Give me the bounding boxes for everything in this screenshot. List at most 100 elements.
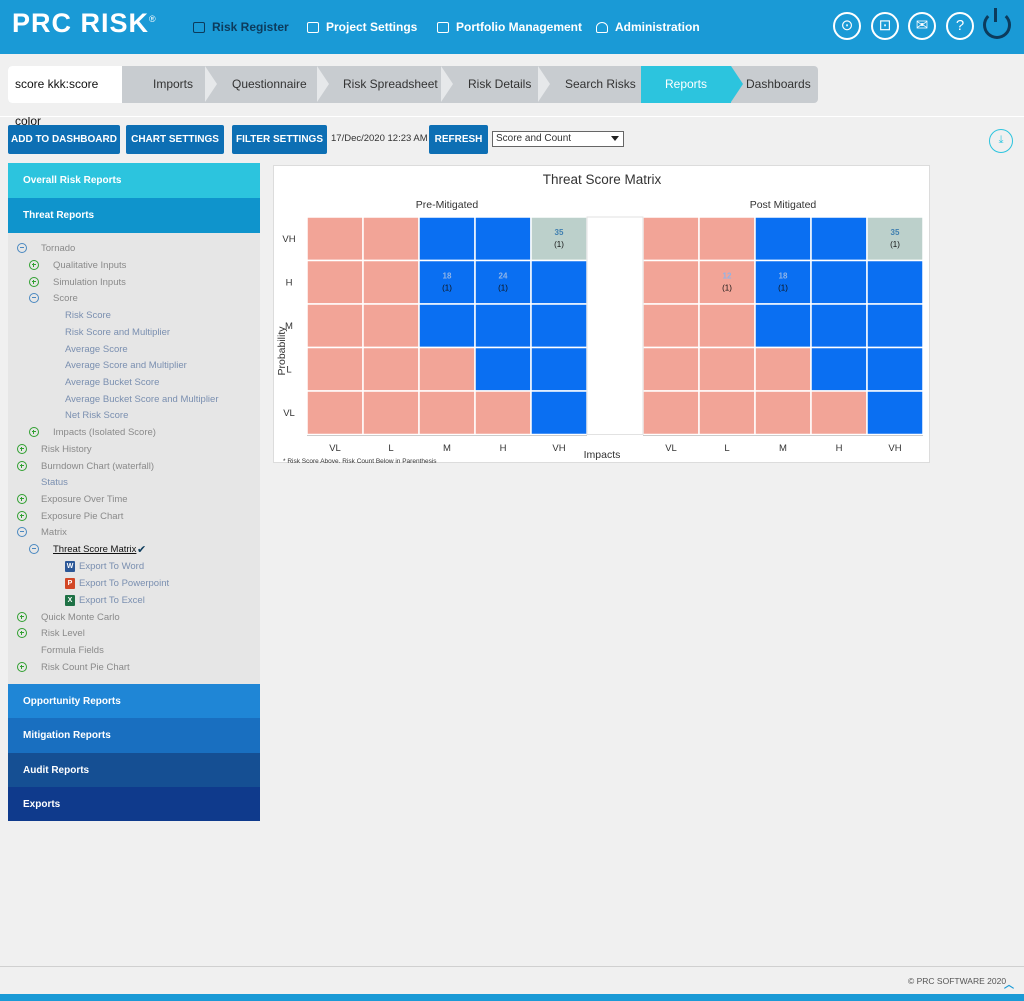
nav-project-settings[interactable]: Project Settings	[307, 0, 417, 54]
matrix-cell	[810, 259, 868, 305]
tree-item-qualitative-inputs[interactable]: Qualitative Inputs	[53, 260, 127, 271]
matrix-cell	[642, 259, 700, 305]
tree-item-risk-score-multiplier[interactable]: Risk Score and Multiplier	[65, 327, 171, 338]
section-audit-reports[interactable]: Audit Reports	[8, 753, 260, 788]
tree-item-net-risk-score[interactable]: Net Risk Score	[65, 410, 129, 421]
check-icon: ✔	[137, 544, 147, 556]
breadcrumb-separator	[317, 66, 329, 102]
nav-risk-register[interactable]: Risk Register	[193, 0, 289, 54]
matrix-cell	[698, 303, 756, 349]
tree-item-impacts-isolated[interactable]: Impacts (Isolated Score)	[53, 427, 156, 438]
expand-icon[interactable]	[29, 277, 39, 287]
cell-count-label: (1)	[498, 284, 508, 293]
mail-icon[interactable]: ✉	[908, 12, 936, 40]
section-mitigation-reports[interactable]: Mitigation Reports	[8, 718, 260, 753]
section-overall-risk-reports[interactable]: Overall Risk Reports	[8, 163, 260, 198]
matrix-gap	[586, 216, 644, 435]
tree-item-export-excel[interactable]: Export To Excel	[79, 595, 145, 606]
tree-item-exposure-over-time[interactable]: Exposure Over Time	[41, 494, 128, 505]
x-tick-label: M	[779, 443, 787, 454]
expand-icon[interactable]	[29, 427, 39, 437]
expand-icon[interactable]	[17, 511, 27, 521]
tree-item-risk-count-pie-chart[interactable]: Risk Count Pie Chart	[41, 662, 130, 673]
section-threat-reports[interactable]: Threat Reports	[8, 198, 260, 233]
matrix-cell	[754, 303, 812, 349]
expand-icon[interactable]	[17, 628, 27, 638]
nav-administration-label: Administration	[615, 20, 700, 34]
expand-icon[interactable]	[17, 612, 27, 622]
collapse-icon[interactable]	[17, 243, 27, 253]
x-tick-label: VH	[888, 443, 901, 454]
tree-item-matrix[interactable]: Matrix	[41, 527, 67, 538]
chart-settings-button[interactable]: CHART SETTINGS	[126, 125, 224, 154]
toggle-icon[interactable]: ⊙	[833, 12, 861, 40]
help-icon[interactable]: ?	[946, 12, 974, 40]
tree-item-average-bucket-score[interactable]: Average Bucket Score	[65, 377, 160, 388]
tree-item-export-powerpoint[interactable]: Export To Powerpoint	[79, 578, 170, 589]
tab-search-risks[interactable]: Search Risks	[565, 77, 636, 91]
tab-risk-spreadsheet[interactable]: Risk Spreadsheet	[343, 77, 438, 91]
expand-icon[interactable]	[17, 444, 27, 454]
cell-score-label: 24	[499, 272, 508, 281]
collapse-icon[interactable]	[29, 293, 39, 303]
tab-reports[interactable]: Reports	[641, 66, 743, 103]
expand-icon[interactable]	[17, 662, 27, 672]
refresh-button[interactable]: REFRESH	[429, 125, 488, 154]
tree-item-average-score-multiplier[interactable]: Average Score and Multiplier	[65, 360, 187, 371]
expand-icon[interactable]	[17, 494, 27, 504]
copyright-text: © PRC SOFTWARE 2020	[908, 976, 1007, 986]
tab-risk-details[interactable]: Risk Details	[468, 77, 532, 91]
add-to-dashboard-button[interactable]: ADD TO DASHBOARD	[8, 125, 120, 154]
tree-item-risk-level[interactable]: Risk Level	[41, 628, 85, 639]
download-icon[interactable]: ⤓	[989, 129, 1013, 153]
tree-item-average-bucket-score-multiplier[interactable]: Average Bucket Score and Multiplier	[65, 394, 219, 405]
nav-risk-register-label: Risk Register	[212, 20, 289, 34]
display-mode-select[interactable]: Score and Count	[492, 131, 624, 147]
tree-item-average-score[interactable]: Average Score	[65, 344, 128, 355]
matrix-cell	[754, 216, 812, 262]
power-icon[interactable]	[983, 8, 1011, 39]
tree-item-tornado[interactable]: Tornado	[41, 243, 76, 254]
matrix-cell	[866, 390, 924, 436]
tree-item-exposure-pie-chart[interactable]: Exposure Pie Chart	[41, 511, 124, 522]
tree-item-threat-score-matrix[interactable]: Threat Score Matrix	[53, 544, 137, 555]
collapse-icon[interactable]	[29, 544, 39, 554]
tree-item-risk-history[interactable]: Risk History	[41, 444, 92, 455]
current-project[interactable]: score kkk:score color	[8, 66, 122, 128]
tree-item-formula-fields[interactable]: Formula Fields	[41, 645, 104, 656]
x-tick-label: H	[836, 443, 843, 454]
y-tick-label: M	[285, 321, 293, 332]
nav-portfolio-management[interactable]: Portfolio Management	[437, 0, 582, 54]
window-download-icon[interactable]: ⊡	[871, 12, 899, 40]
tab-dashboards[interactable]: Dashboards	[746, 77, 811, 91]
tab-imports[interactable]: Imports	[153, 77, 194, 91]
expand-icon[interactable]	[29, 260, 39, 270]
tab-questionnaire[interactable]: Questionnaire	[232, 77, 307, 91]
tree-item-status[interactable]: Status	[41, 477, 68, 488]
tree-item-simulation-inputs[interactable]: Simulation Inputs	[53, 277, 126, 288]
matrix-cell	[810, 216, 868, 262]
tree-item-score[interactable]: Score	[53, 293, 78, 304]
chart-title: Threat Score Matrix	[543, 172, 662, 187]
scroll-top-icon[interactable]: ︿	[1004, 980, 1014, 991]
tree-item-quick-monte-carlo[interactable]: Quick Monte Carlo	[41, 612, 120, 623]
tree-item-export-word[interactable]: Export To Word	[79, 561, 145, 572]
nav-administration[interactable]: Administration	[596, 0, 700, 54]
threat-score-matrix-chart: Threat Score Matrix Pre-Mitigated 35 (1) 18 (…	[273, 165, 930, 464]
expand-icon[interactable]	[17, 461, 27, 471]
cell-score-label: 18	[443, 272, 452, 281]
y-tick-label: H	[286, 277, 293, 288]
tree-item-risk-score[interactable]: Risk Score	[65, 310, 111, 321]
matrix-cell	[810, 390, 868, 436]
collapse-icon[interactable]	[17, 527, 27, 537]
footer-divider	[0, 966, 1024, 967]
matrix-cell	[642, 216, 700, 262]
tree-item-burndown-chart[interactable]: Burndown Chart (waterfall)	[41, 461, 154, 472]
matrix-cell	[866, 259, 924, 305]
matrix-cell	[362, 346, 420, 392]
section-opportunity-reports[interactable]: Opportunity Reports	[8, 684, 260, 719]
section-exports[interactable]: Exports	[8, 787, 260, 821]
filter-settings-button[interactable]: FILTER SETTINGS	[232, 125, 327, 154]
x-tick-label: L	[724, 443, 729, 454]
prc-risk-logo[interactable]: PRC RISK®	[12, 8, 157, 39]
